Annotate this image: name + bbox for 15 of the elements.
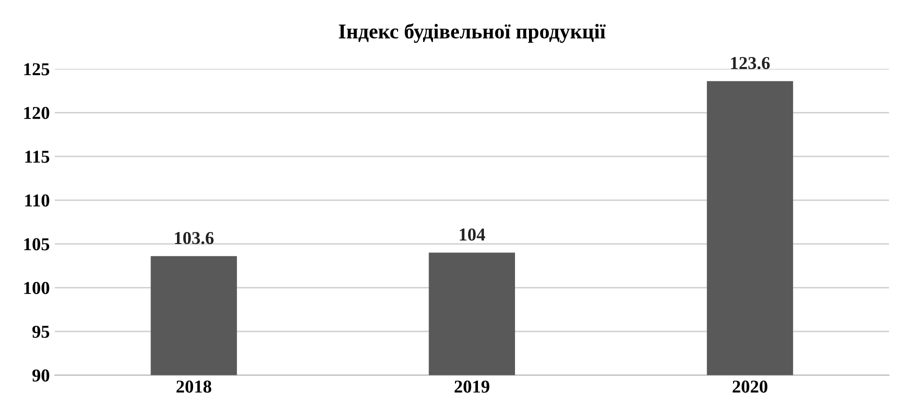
y-tick-label: 105 <box>24 238 50 250</box>
y-tick-label: 125 <box>24 63 50 76</box>
y-tick-label: 120 <box>24 106 50 120</box>
x-tick-label: 2020 <box>732 380 768 393</box>
chart-title: Індекс будівельної продукції <box>338 23 606 43</box>
y-tick-label: 95 <box>32 326 50 338</box>
x-tick-label: 2018 <box>176 380 212 393</box>
data-label: 103.6 <box>174 232 214 244</box>
x-tick-label: 2019 <box>454 380 490 393</box>
y-tick-label: 110 <box>25 194 50 207</box>
data-label: 123.6 <box>731 56 770 70</box>
y-tick-label: 90 <box>32 369 50 382</box>
data-label: 104 <box>460 228 486 241</box>
y-tick-label: 115 <box>25 150 50 163</box>
y-tick-label: 100 <box>24 282 50 294</box>
